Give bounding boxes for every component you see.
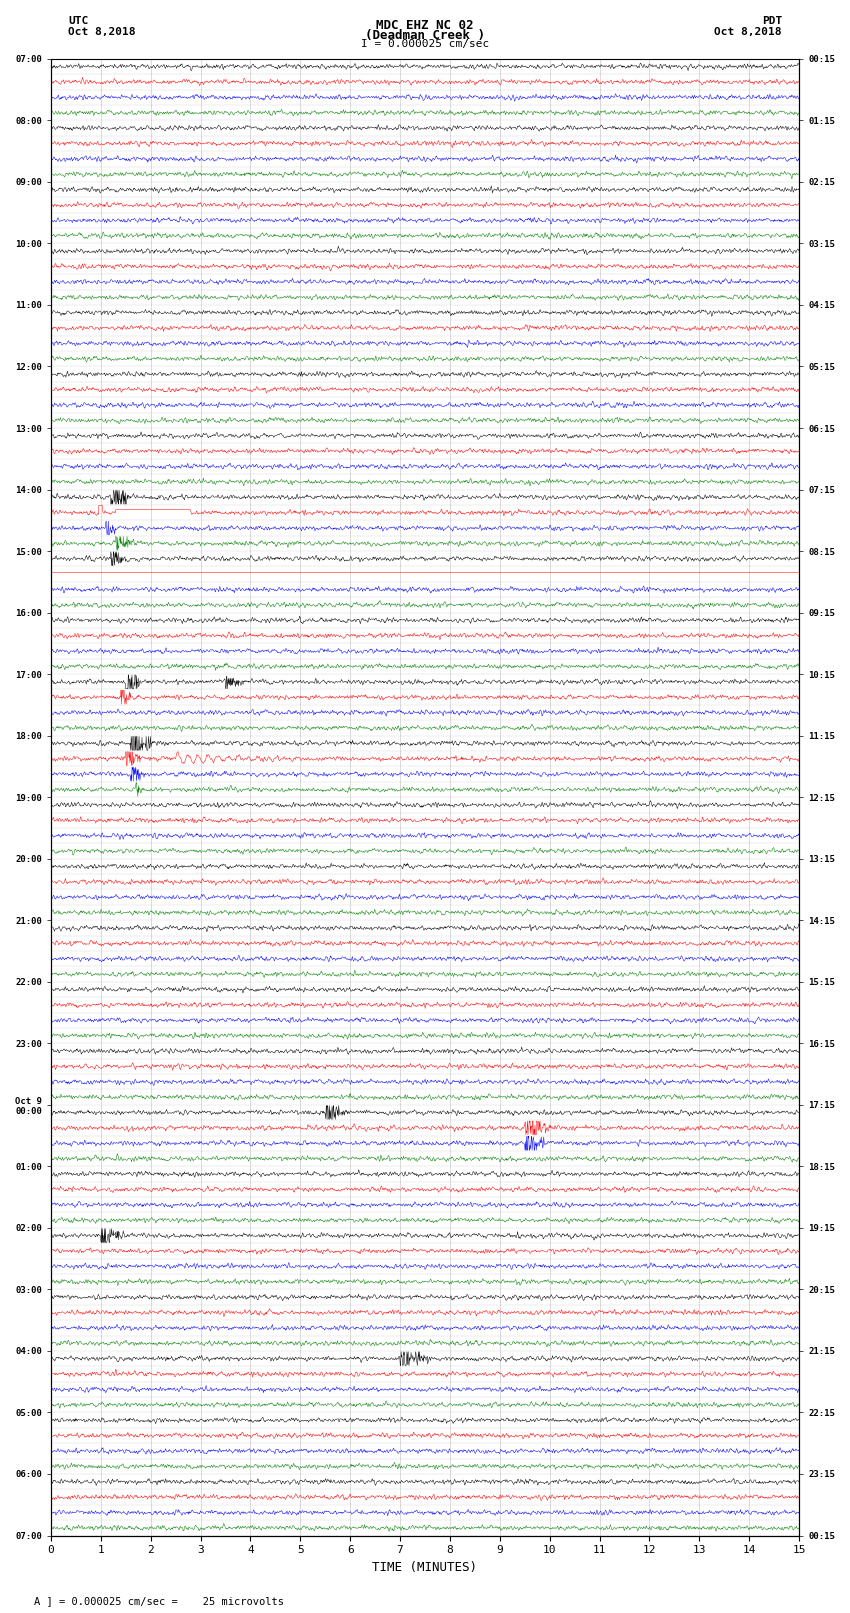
X-axis label: TIME (MINUTES): TIME (MINUTES)	[372, 1561, 478, 1574]
Text: MDC EHZ NC 02: MDC EHZ NC 02	[377, 19, 473, 32]
Text: (Deadman Creek ): (Deadman Creek )	[365, 29, 485, 42]
Text: UTC: UTC	[68, 16, 88, 26]
Text: Oct 8,2018: Oct 8,2018	[68, 27, 135, 37]
Text: A ] = 0.000025 cm/sec =    25 microvolts: A ] = 0.000025 cm/sec = 25 microvolts	[34, 1597, 284, 1607]
Text: PDT: PDT	[762, 16, 782, 26]
Text: Oct 8,2018: Oct 8,2018	[715, 27, 782, 37]
Text: I = 0.000025 cm/sec: I = 0.000025 cm/sec	[361, 39, 489, 48]
